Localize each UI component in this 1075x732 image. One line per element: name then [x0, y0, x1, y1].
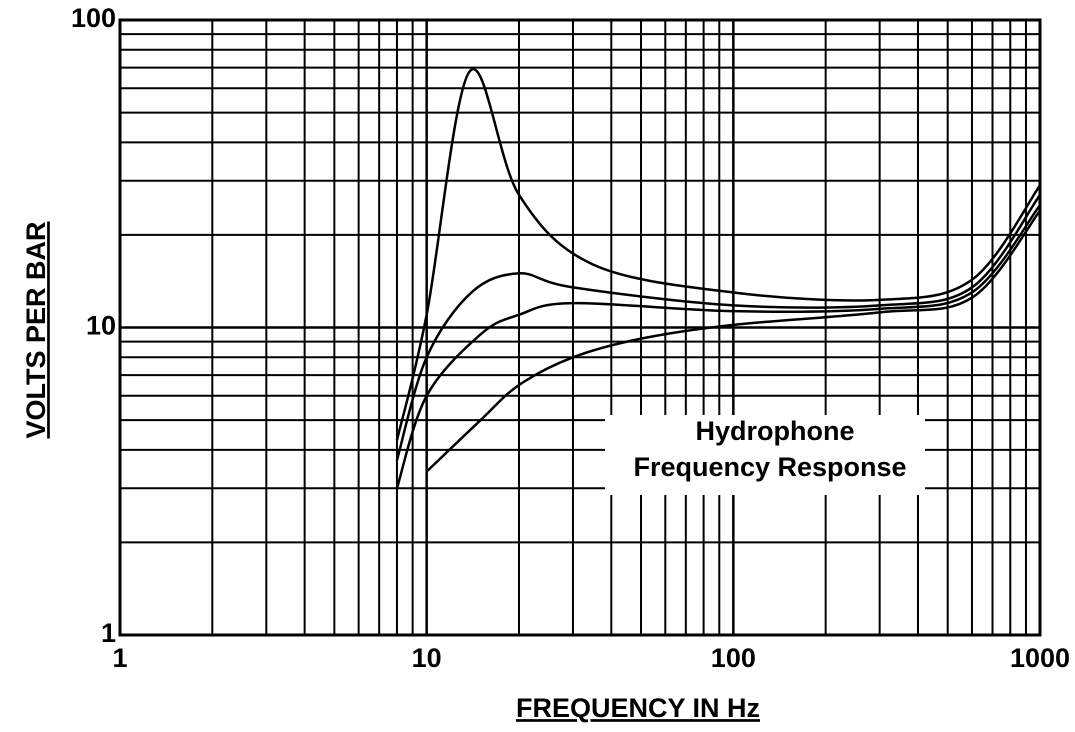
x-tick-label: 1: [112, 643, 127, 673]
x-tick-label: 100: [711, 643, 756, 673]
plot-frame: [118, 18, 1042, 637]
x-tick-label: 10: [412, 643, 442, 673]
line-series: [425, 209, 1041, 473]
annotation-bg: [605, 415, 925, 495]
line-series: [395, 204, 1041, 489]
y-tick-label: 1: [101, 618, 116, 648]
annotation: Hydrophone: [696, 416, 855, 446]
y-tick-label: 100: [71, 3, 116, 33]
line-series: [395, 67, 1042, 441]
y-tick-label: 10: [86, 311, 116, 341]
x-axis-title: FREQUENCY IN Hz: [516, 693, 760, 723]
y-axis-title: VOLTS PER BAR: [21, 221, 51, 438]
annotation: Frequency Response: [633, 452, 906, 482]
x-tick-label: 1000: [1010, 643, 1070, 673]
line-series: [395, 194, 1042, 461]
